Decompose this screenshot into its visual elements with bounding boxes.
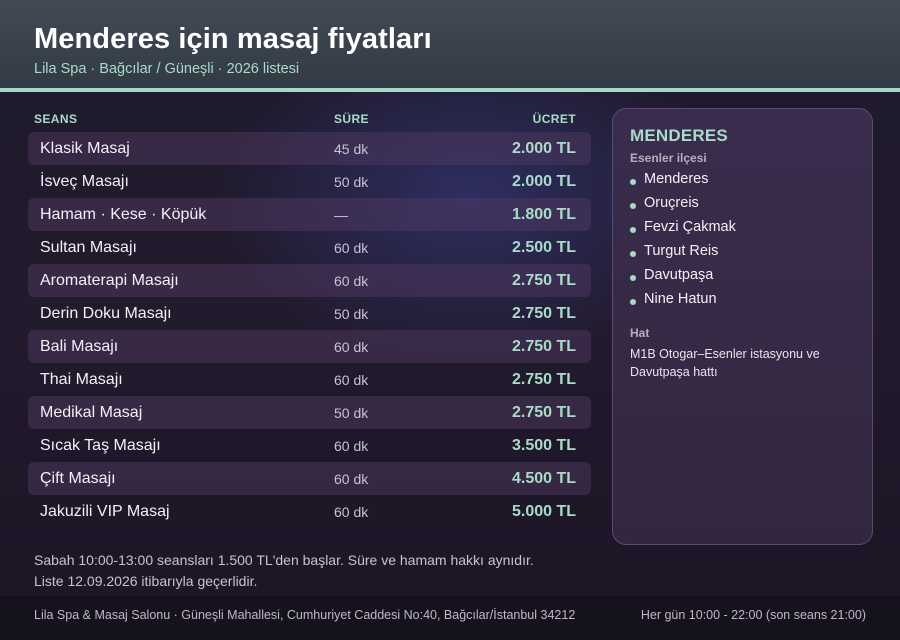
service-duration: 60 dk bbox=[334, 372, 369, 388]
neighborhood-label: Turgut Reis bbox=[644, 243, 719, 259]
footer-hours: Her gün 10:00 - 22:00 (son seans 21:00) bbox=[640, 608, 866, 622]
service-name: Jakuzili VIP Masaj bbox=[40, 503, 170, 520]
service-price: 4.500 TL bbox=[511, 470, 576, 487]
table-row: Çift Masajı 60 dk 4.500 TL bbox=[28, 462, 591, 495]
service-duration: 50 dk bbox=[334, 306, 369, 322]
service-price: 5.000 TL bbox=[511, 503, 576, 520]
district-panel: MENDERES Esenler ilçesi Menderes Oruçrei… bbox=[612, 108, 873, 545]
bullet-icon bbox=[630, 227, 636, 233]
validity-note: Liste 12.09.2026 itibarıyla geçerlidir. bbox=[34, 573, 258, 589]
table-row: Thai Masajı 60 dk 2.750 TL bbox=[28, 363, 591, 396]
transit-label: Hat bbox=[630, 326, 650, 340]
service-price: 2.000 TL bbox=[511, 173, 576, 190]
service-price: 1.800 TL bbox=[511, 206, 576, 223]
table-row: Derin Doku Masajı 50 dk 2.750 TL bbox=[28, 297, 591, 330]
neighborhood-item: Fevzi Çakmak bbox=[630, 219, 736, 243]
neighborhood-list: Menderes Oruçreis Fevzi Çakmak Turgut Re… bbox=[630, 171, 736, 315]
service-duration: 45 dk bbox=[334, 141, 369, 157]
service-duration: 50 dk bbox=[334, 405, 369, 421]
neighborhood-item: Menderes bbox=[630, 171, 736, 195]
page-header: Menderes için masaj fiyatları Lila Spa ·… bbox=[0, 0, 900, 88]
service-duration: 60 dk bbox=[334, 471, 369, 487]
bullet-icon bbox=[630, 299, 636, 305]
district-subtitle: Esenler ilçesi bbox=[630, 151, 707, 165]
neighborhood-label: Menderes bbox=[644, 171, 709, 187]
column-header-ucret: ÜCRET bbox=[532, 112, 576, 126]
service-name: Hamam · Kese · Köpük bbox=[40, 206, 207, 223]
table-row: Medikal Masaj 50 dk 2.750 TL bbox=[28, 396, 591, 429]
table-row: Hamam · Kese · Köpük — 1.800 TL bbox=[28, 198, 591, 231]
service-name: Sultan Masajı bbox=[40, 239, 137, 256]
service-duration: 50 dk bbox=[334, 174, 369, 190]
table-row: Sıcak Taş Masajı 60 dk 3.500 TL bbox=[28, 429, 591, 462]
service-price: 2.750 TL bbox=[511, 338, 576, 355]
service-price: 2.750 TL bbox=[511, 305, 576, 322]
service-name: Bali Masajı bbox=[40, 338, 119, 355]
table-row: Klasik Masaj 45 dk 2.000 TL bbox=[28, 132, 591, 165]
service-duration: 60 dk bbox=[334, 504, 369, 520]
service-price: 2.500 TL bbox=[511, 239, 576, 256]
service-name: Sıcak Taş Masajı bbox=[40, 437, 161, 454]
district-title: MENDERES bbox=[630, 126, 728, 145]
table-row: Sultan Masajı 60 dk 2.500 TL bbox=[28, 231, 591, 264]
service-duration: 60 dk bbox=[334, 438, 369, 454]
bullet-icon bbox=[630, 251, 636, 257]
service-name: Çift Masajı bbox=[40, 470, 116, 487]
service-name: İsveç Masajı bbox=[40, 173, 129, 190]
service-price: 3.500 TL bbox=[511, 437, 576, 454]
neighborhood-item: Turgut Reis bbox=[630, 243, 736, 267]
service-price: 2.750 TL bbox=[511, 272, 576, 289]
service-price: 2.000 TL bbox=[511, 140, 576, 157]
service-price: 2.750 TL bbox=[511, 371, 576, 388]
neighborhood-item: Davutpaşa bbox=[630, 267, 736, 291]
neighborhood-label: Fevzi Çakmak bbox=[644, 219, 736, 235]
table-row: Jakuzili VIP Masaj 60 dk 5.000 TL bbox=[28, 495, 591, 528]
neighborhood-item: Oruçreis bbox=[630, 195, 736, 219]
service-name: Klasik Masaj bbox=[40, 140, 130, 157]
service-duration: 60 dk bbox=[334, 273, 369, 289]
header-divider bbox=[0, 88, 900, 92]
service-name: Aromaterapi Masajı bbox=[40, 272, 179, 289]
bullet-icon bbox=[630, 203, 636, 209]
bullet-icon bbox=[630, 275, 636, 281]
service-price: 2.750 TL bbox=[511, 404, 576, 421]
neighborhood-label: Oruçreis bbox=[644, 195, 699, 211]
neighborhood-label: Davutpaşa bbox=[644, 267, 714, 283]
page-footer: Lila Spa & Masaj Salonu · Güneşli Mahall… bbox=[0, 596, 900, 640]
bullet-icon bbox=[630, 179, 636, 185]
table-row: İsveç Masajı 50 dk 2.000 TL bbox=[28, 165, 591, 198]
table-row: Bali Masajı 60 dk 2.750 TL bbox=[28, 330, 591, 363]
column-header-sure: SÜRE bbox=[334, 112, 369, 126]
service-duration: 60 dk bbox=[334, 339, 369, 355]
price-table: Klasik Masaj 45 dk 2.000 TL İsveç Masajı… bbox=[28, 132, 591, 528]
neighborhood-label: Nine Hatun bbox=[644, 291, 717, 307]
morning-discount-note: Sabah 10:00-13:00 seansları 1.500 TL'den… bbox=[34, 552, 534, 568]
column-header-seans: SEANS bbox=[34, 112, 78, 126]
service-name: Derin Doku Masajı bbox=[40, 305, 172, 322]
footer-address: Lila Spa & Masaj Salonu · Güneşli Mahall… bbox=[34, 608, 576, 622]
page-title: Menderes için masaj fiyatları bbox=[34, 23, 432, 55]
service-duration: — bbox=[334, 207, 348, 223]
service-name: Medikal Masaj bbox=[40, 404, 143, 421]
neighborhood-item: Nine Hatun bbox=[630, 291, 736, 315]
service-duration: 60 dk bbox=[334, 240, 369, 256]
page-subtitle: Lila Spa · Bağcılar / Güneşli · 2026 lis… bbox=[34, 61, 300, 77]
service-name: Thai Masajı bbox=[40, 371, 123, 388]
table-row: Aromaterapi Masajı 60 dk 2.750 TL bbox=[28, 264, 591, 297]
transit-info: M1B Otogar–Esenler istasyonu ve Davutpaş… bbox=[630, 347, 820, 379]
